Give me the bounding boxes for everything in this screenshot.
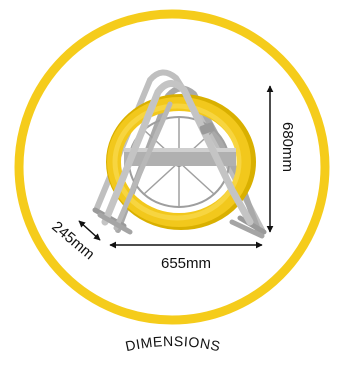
depth-arrow (78, 220, 101, 241)
height-label: 680mm (279, 122, 296, 172)
caption: DIMENSIONS (124, 333, 222, 354)
cable-reel-illustration (92, 69, 267, 239)
depth-label: 245mm (48, 218, 97, 263)
caption-text: DIMENSIONS (124, 333, 222, 354)
width-label: 655mm (161, 255, 211, 272)
ring-circle (14, 9, 330, 325)
